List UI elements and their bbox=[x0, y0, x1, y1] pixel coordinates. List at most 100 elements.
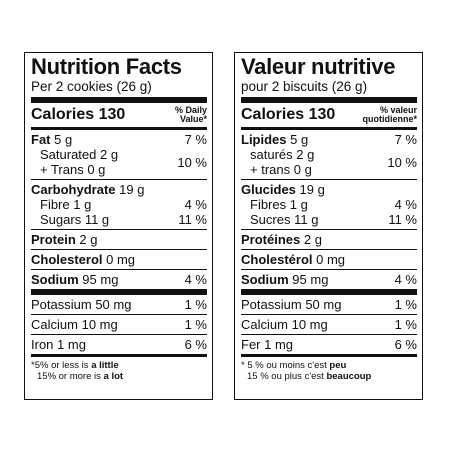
protein-amount: 2 g bbox=[79, 232, 98, 247]
potassium-amount: 50 mg bbox=[95, 297, 132, 312]
carbohydrate-name: Glucides bbox=[241, 182, 296, 197]
protein-row: Protein 2 g bbox=[31, 230, 207, 249]
divider-thin bbox=[31, 249, 207, 250]
saturated-label: Saturated 2 g bbox=[40, 147, 118, 162]
potassium-label: Potassium 50 mg bbox=[241, 297, 341, 312]
divider-thin bbox=[241, 229, 417, 230]
cholesterol-label: Cholestérol 0 mg bbox=[241, 252, 345, 267]
footnote-line1-text: * 5 % ou moins c'est bbox=[241, 360, 330, 371]
saturated-trans-labels: saturés 2 g + trans 0 g bbox=[241, 147, 314, 177]
sodium-label: Sodium 95 mg bbox=[241, 272, 328, 287]
calories-label: Calories bbox=[31, 106, 95, 123]
divider-medium bbox=[241, 127, 417, 130]
calcium-name: Calcium bbox=[241, 317, 288, 332]
calories-row: Calories 130 % Daily Value* bbox=[31, 103, 207, 127]
footnote: * 5 % ou moins c'est peu 15 % ou plus c'… bbox=[241, 357, 417, 382]
sugars-dv: 11 % bbox=[388, 212, 417, 227]
iron-label: Fer 1 mg bbox=[241, 337, 293, 352]
divider-thin bbox=[241, 249, 417, 250]
sugars-name: Sugars bbox=[40, 212, 82, 227]
serving-size: Per 2 cookies (26 g) bbox=[31, 79, 152, 94]
saturated-trans-dv: 10 % bbox=[177, 154, 207, 170]
footnote-line2-bold: beaucoup bbox=[326, 371, 372, 382]
fibre-amount: 1 g bbox=[73, 197, 92, 212]
protein-amount: 2 g bbox=[303, 232, 322, 247]
cholesterol-name: Cholesterol bbox=[31, 252, 103, 267]
footnote-line2: 15% or more is a lot bbox=[31, 371, 207, 382]
calories: Calories 130 bbox=[31, 105, 125, 125]
protein-row: Protéines 2 g bbox=[241, 230, 417, 249]
footnote-line2-text: 15 % ou plus c'est bbox=[247, 371, 327, 382]
iron-row: Iron 1 mg 6 % bbox=[31, 335, 207, 354]
saturated-name: Saturated bbox=[40, 147, 97, 162]
cholesterol-amount: 0 mg bbox=[106, 252, 136, 267]
potassium-row: Potassium 50 mg 1 % bbox=[241, 295, 417, 314]
fat-dv: 7 % bbox=[394, 132, 417, 147]
fat-label: Lipides 5 g bbox=[241, 132, 308, 147]
divider-thick bbox=[31, 289, 207, 295]
protein-name: Protéines bbox=[241, 232, 301, 247]
nutrition-facts-panel-english: Nutrition Facts Per 2 cookies (26 g) Cal… bbox=[24, 52, 213, 400]
fat-name: Lipides bbox=[241, 132, 287, 147]
calcium-amount: 10 mg bbox=[291, 317, 328, 332]
potassium-name: Potassium bbox=[241, 297, 302, 312]
sodium-row: Sodium 95 mg 4 % bbox=[31, 270, 207, 289]
calories: Calories 130 bbox=[241, 105, 335, 125]
fat-row: Fat 5 g 7 % bbox=[31, 132, 207, 147]
footnote-line1: *5% or less is a little bbox=[31, 360, 207, 371]
fibre-row: Fibres 1 g 4 % bbox=[241, 197, 417, 212]
sodium-amount: 95 mg bbox=[82, 272, 119, 287]
saturated-name: saturés bbox=[250, 147, 293, 162]
iron-name: Fer bbox=[241, 337, 261, 352]
sugars-row: Sucres 11 g 11 % bbox=[241, 212, 417, 227]
calcium-name: Calcium bbox=[31, 317, 78, 332]
carbohydrate-row: Carbohydrate 19 g bbox=[31, 182, 207, 197]
divider-medium bbox=[241, 354, 417, 357]
carbohydrate-name: Carbohydrate bbox=[31, 182, 116, 197]
protein-label: Protéines 2 g bbox=[241, 232, 322, 247]
cholesterol-amount: 0 mg bbox=[316, 252, 346, 267]
divider-thin bbox=[31, 334, 207, 335]
trans-amount: 0 g bbox=[87, 162, 106, 177]
iron-amount: 1 mg bbox=[57, 337, 86, 352]
saturated-trans-row: saturés 2 g + trans 0 g 10 % bbox=[241, 147, 417, 177]
iron-dv: 6 % bbox=[184, 337, 207, 352]
cholesterol-row: Cholestérol 0 mg bbox=[241, 250, 417, 269]
daily-value-header: % valeur quotidienne* bbox=[363, 106, 418, 124]
divider-thin bbox=[31, 229, 207, 230]
carbohydrate-label: Carbohydrate 19 g bbox=[31, 182, 144, 197]
footnote-line2: 15 % ou plus c'est beaucoup bbox=[241, 371, 417, 382]
fat-row: Lipides 5 g 7 % bbox=[241, 132, 417, 147]
trans-name: + trans bbox=[250, 162, 291, 177]
fibre-dv: 4 % bbox=[394, 197, 417, 212]
sodium-label: Sodium 95 mg bbox=[31, 272, 118, 287]
divider-thick bbox=[241, 289, 417, 295]
carbohydrate-block: Glucides 19 g Fibres 1 g 4 % Sucres 11 g… bbox=[241, 180, 417, 229]
calcium-label: Calcium 10 mg bbox=[241, 317, 328, 332]
divider-thin bbox=[241, 179, 417, 180]
sugars-amount: 11 g bbox=[294, 212, 319, 227]
divider-thin bbox=[31, 269, 207, 270]
fibre-row: Fibre 1 g 4 % bbox=[31, 197, 207, 212]
divider-thin bbox=[31, 314, 207, 315]
footnote-line1: * 5 % ou moins c'est peu bbox=[241, 360, 417, 371]
calories-value: 130 bbox=[308, 106, 336, 123]
saturated-amount: 2 g bbox=[296, 147, 315, 162]
divider-medium bbox=[31, 127, 207, 130]
calcium-row: Calcium 10 mg 1 % bbox=[241, 315, 417, 334]
fat-amount: 5 g bbox=[54, 132, 73, 147]
divider-thin bbox=[241, 269, 417, 270]
iron-label: Iron 1 mg bbox=[31, 337, 86, 352]
daily-value-header-line1: % valeur bbox=[379, 105, 417, 115]
divider-thick bbox=[31, 97, 207, 103]
sugars-amount: 11 g bbox=[84, 212, 110, 227]
protein-label: Protein 2 g bbox=[31, 232, 98, 247]
daily-value-header-line1: % Daily bbox=[174, 105, 207, 115]
cholesterol-name: Cholestérol bbox=[241, 252, 313, 267]
carbohydrate-block: Carbohydrate 19 g Fibre 1 g 4 % Sugars 1… bbox=[31, 180, 207, 229]
calories-row: Calories 130 % valeur quotidienne* bbox=[241, 103, 417, 127]
sugars-dv: 11 % bbox=[178, 212, 207, 227]
calcium-dv: 1 % bbox=[184, 317, 207, 332]
calcium-row: Calcium 10 mg 1 % bbox=[31, 315, 207, 334]
footnote-line1-bold: peu bbox=[329, 360, 347, 371]
